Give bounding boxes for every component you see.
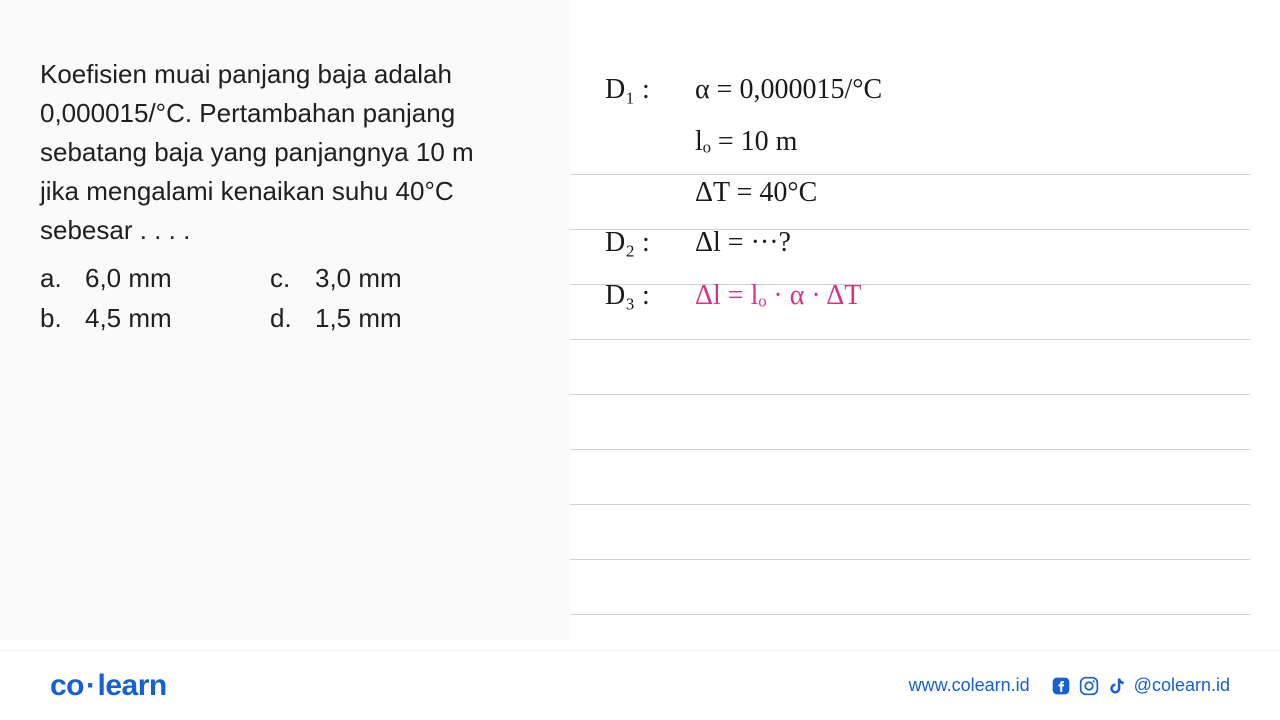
option-d-label: d. <box>270 298 315 338</box>
d1-dt: ΔT = 40°C <box>605 168 1250 218</box>
d1-lo: lₒ = 10 m <box>605 117 1250 167</box>
social-block: @colearn.id <box>1050 675 1230 697</box>
notebook-line <box>570 560 1250 615</box>
option-a: a. 6,0 mm <box>40 258 270 298</box>
content-area: Koefisien muai panjang baja adalah 0,000… <box>0 0 1280 640</box>
notebook-line <box>570 505 1250 560</box>
option-a-value: 6,0 mm <box>85 258 172 298</box>
question-line-5: sebesar . . . . <box>40 211 540 250</box>
given-d1-row: D₁ : α = 0,000015/°C <box>605 65 1250 115</box>
instagram-icon <box>1078 675 1100 697</box>
tiktok-icon <box>1106 675 1128 697</box>
notebook-line <box>570 395 1250 450</box>
footer: co·learn www.colearn.id @colearn.id <box>0 650 1280 720</box>
colearn-logo: co·learn <box>50 669 167 703</box>
notebook-line <box>570 450 1250 505</box>
options-column-left: a. 6,0 mm b. 4,5 mm <box>40 258 270 339</box>
option-c: c. 3,0 mm <box>270 258 402 298</box>
option-b-value: 4,5 mm <box>85 298 172 338</box>
d1-label: D₁ : <box>605 65 695 115</box>
website-url: www.colearn.id <box>909 675 1030 696</box>
facebook-icon <box>1050 675 1072 697</box>
option-d-value: 1,5 mm <box>315 298 402 338</box>
question-line-4: jika mengalami kenaikan suhu 40°C <box>40 172 540 211</box>
d3-label: D₃ : <box>605 271 695 321</box>
question-panel: Koefisien muai panjang baja adalah 0,000… <box>0 0 570 640</box>
formula-d3-row: D₃ : Δl = lₒ · α · ΔT <box>605 271 1250 321</box>
logo-dot: · <box>86 669 96 702</box>
option-c-label: c. <box>270 258 315 298</box>
option-b-label: b. <box>40 298 85 338</box>
answer-options: a. 6,0 mm b. 4,5 mm c. 3,0 mm d. 1,5 mm <box>40 258 540 339</box>
options-column-right: c. 3,0 mm d. 1,5 mm <box>270 258 402 339</box>
social-handle: @colearn.id <box>1134 675 1230 696</box>
handwritten-solution: D₁ : α = 0,000015/°C lₒ = 10 m ΔT = 40°C… <box>605 65 1250 321</box>
d1-alpha: α = 0,000015/°C <box>695 65 1250 115</box>
d2-label: D₂ : <box>605 218 695 268</box>
option-d: d. 1,5 mm <box>270 298 402 338</box>
d3-formula: Δl = lₒ · α · ΔT <box>695 271 1250 321</box>
logo-part-1: co <box>50 669 84 702</box>
question-line-2: 0,000015/°C. Pertambahan panjang <box>40 94 540 133</box>
option-c-value: 3,0 mm <box>315 258 402 298</box>
logo-part-2: learn <box>98 669 167 702</box>
option-a-label: a. <box>40 258 85 298</box>
option-b: b. 4,5 mm <box>40 298 270 338</box>
solution-panel: D₁ : α = 0,000015/°C lₒ = 10 m ΔT = 40°C… <box>570 0 1280 640</box>
asked-d2-row: D₂ : Δl = ···? <box>605 218 1250 268</box>
question-line-1: Koefisien muai panjang baja adalah <box>40 55 540 94</box>
footer-right: www.colearn.id @colearn.id <box>909 675 1230 697</box>
question-line-3: sebatang baja yang panjangnya 10 m <box>40 133 540 172</box>
question-text: Koefisien muai panjang baja adalah 0,000… <box>40 55 540 250</box>
notebook-line <box>570 340 1250 395</box>
d2-content: Δl = ···? <box>695 218 1250 268</box>
